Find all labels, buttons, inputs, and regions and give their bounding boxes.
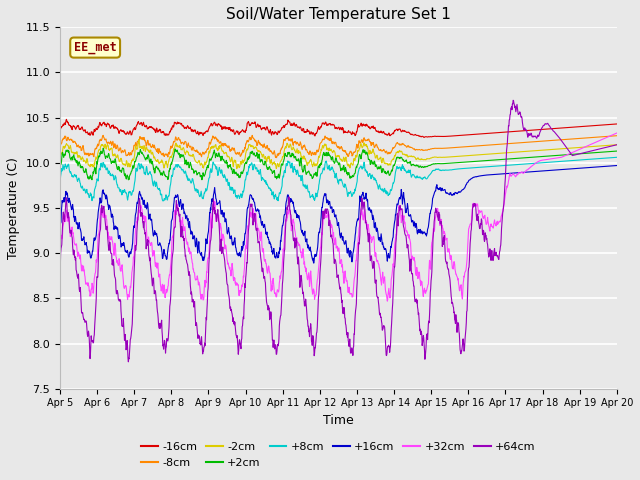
- -16cm: [166, 127, 174, 133]
- +8cm: [243, 172, 250, 178]
- +64cm: [548, 126, 556, 132]
- -16cm: [243, 126, 250, 132]
- +2cm: [56, 165, 64, 171]
- +64cm: [243, 264, 250, 270]
- +16cm: [166, 237, 174, 243]
- Line: +2cm: +2cm: [60, 148, 617, 180]
- +32cm: [242, 242, 250, 248]
- -16cm: [420, 134, 428, 140]
- -2cm: [243, 147, 251, 153]
- +8cm: [498, 163, 506, 168]
- Line: -16cm: -16cm: [60, 120, 617, 137]
- Line: +16cm: +16cm: [60, 166, 617, 263]
- -16cm: [180, 125, 188, 131]
- X-axis label: Time: Time: [323, 414, 354, 427]
- +2cm: [499, 156, 506, 162]
- -8cm: [56, 146, 64, 152]
- +16cm: [498, 171, 506, 177]
- +64cm: [498, 220, 506, 226]
- +16cm: [547, 168, 555, 173]
- +8cm: [547, 159, 555, 165]
- +32cm: [498, 211, 506, 217]
- +16cm: [310, 260, 317, 266]
- Line: +64cm: +64cm: [60, 100, 617, 362]
- -2cm: [426, 156, 433, 162]
- -8cm: [613, 133, 621, 139]
- Line: -2cm: -2cm: [60, 139, 617, 168]
- Legend: -16cm, -8cm, -2cm, +2cm, +8cm, +16cm, +32cm, +64cm: -16cm, -8cm, -2cm, +2cm, +8cm, +16cm, +3…: [137, 438, 540, 472]
- -16cm: [548, 126, 556, 132]
- +64cm: [509, 97, 517, 103]
- -8cm: [499, 141, 506, 147]
- +8cm: [613, 155, 621, 160]
- +64cm: [166, 297, 174, 302]
- -8cm: [243, 140, 250, 145]
- -8cm: [548, 138, 556, 144]
- +16cm: [613, 163, 621, 168]
- -8cm: [426, 147, 433, 153]
- +16cm: [242, 226, 250, 231]
- Line: +8cm: +8cm: [60, 157, 617, 201]
- +16cm: [56, 225, 64, 230]
- +64cm: [613, 142, 621, 148]
- -2cm: [613, 142, 621, 148]
- -8cm: [166, 145, 174, 151]
- -16cm: [613, 121, 621, 127]
- +32cm: [56, 251, 64, 257]
- +32cm: [180, 228, 188, 234]
- -2cm: [135, 136, 143, 142]
- +2cm: [167, 162, 175, 168]
- -2cm: [499, 150, 506, 156]
- +2cm: [426, 163, 433, 168]
- +8cm: [180, 170, 188, 176]
- +16cm: [180, 206, 188, 212]
- Title: Soil/Water Temperature Set 1: Soil/Water Temperature Set 1: [226, 7, 451, 22]
- -16cm: [56, 127, 64, 132]
- +2cm: [180, 156, 188, 162]
- +32cm: [547, 156, 555, 162]
- +8cm: [56, 178, 64, 184]
- -2cm: [548, 146, 556, 152]
- -8cm: [99, 132, 107, 138]
- +32cm: [426, 264, 433, 270]
- +32cm: [166, 269, 174, 275]
- +8cm: [166, 181, 174, 187]
- +64cm: [56, 283, 64, 288]
- -2cm: [166, 154, 174, 160]
- +64cm: [426, 320, 433, 325]
- +2cm: [548, 153, 556, 159]
- +64cm: [180, 236, 188, 241]
- +2cm: [125, 177, 132, 183]
- +8cm: [426, 172, 433, 178]
- +8cm: [159, 198, 166, 204]
- -2cm: [233, 166, 241, 171]
- Line: -8cm: -8cm: [60, 135, 617, 158]
- -2cm: [180, 147, 188, 153]
- +2cm: [243, 160, 251, 166]
- -16cm: [499, 130, 506, 135]
- Line: +32cm: +32cm: [60, 133, 617, 301]
- +32cm: [383, 298, 391, 304]
- -16cm: [426, 134, 433, 140]
- -16cm: [63, 117, 70, 122]
- -8cm: [180, 141, 188, 147]
- Y-axis label: Temperature (C): Temperature (C): [7, 157, 20, 259]
- +2cm: [99, 145, 107, 151]
- Text: EE_met: EE_met: [74, 41, 116, 54]
- +2cm: [613, 148, 621, 154]
- -8cm: [273, 155, 280, 161]
- +64cm: [125, 359, 132, 365]
- +16cm: [426, 217, 433, 223]
- +32cm: [613, 130, 621, 136]
- -2cm: [56, 151, 64, 156]
